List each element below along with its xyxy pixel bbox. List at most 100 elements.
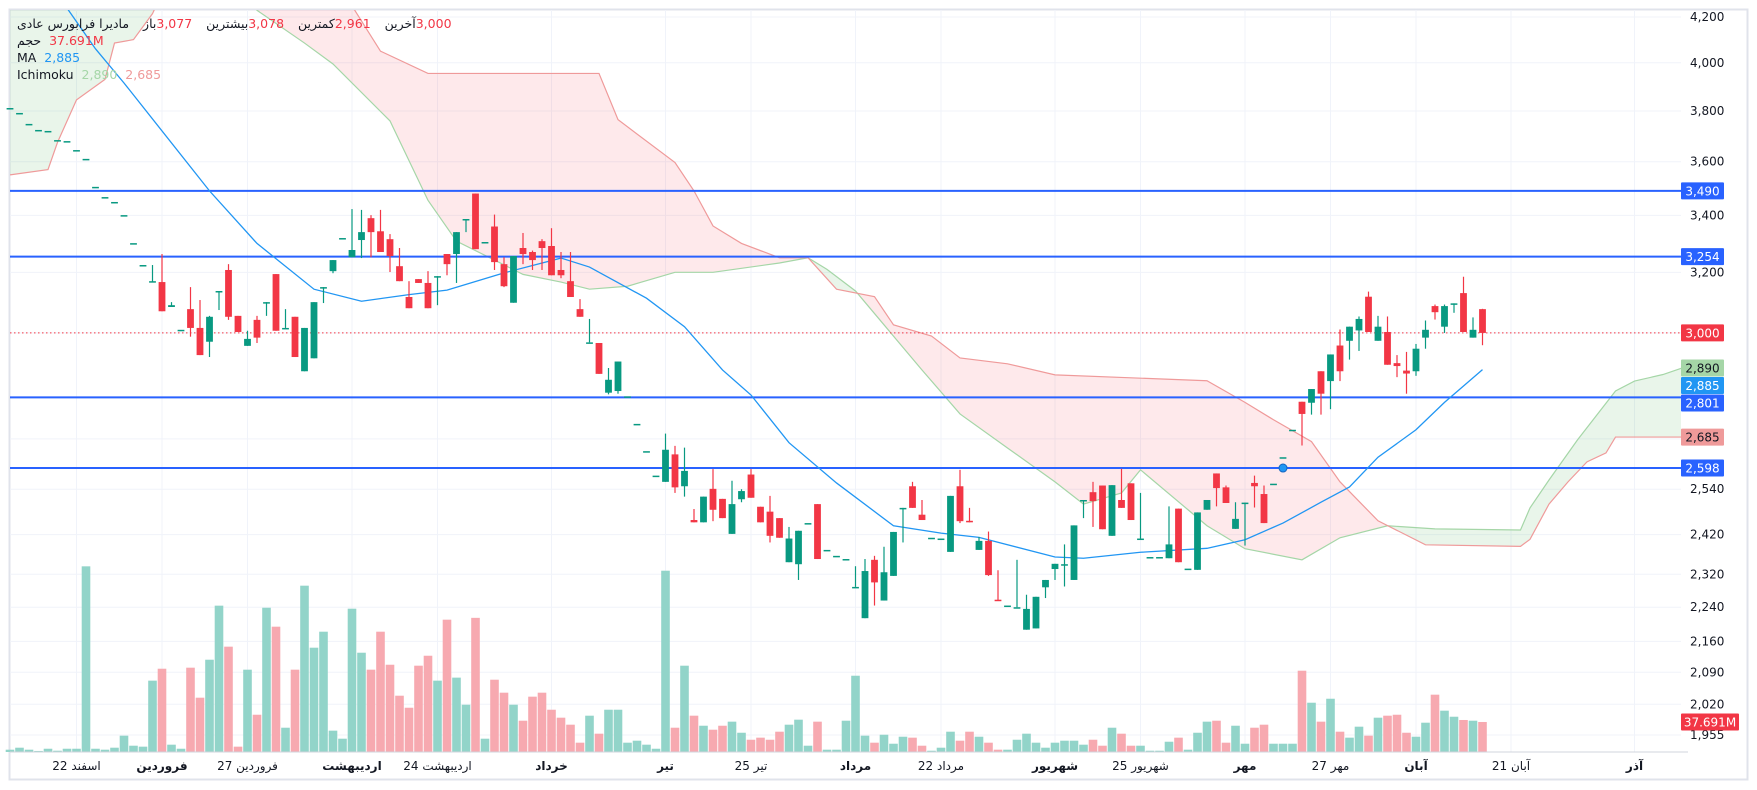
ichimoku-cloud [10,10,1681,561]
open-label: باز [143,16,157,31]
candle-body [1260,494,1268,524]
volume-bar [860,735,870,752]
candle-body [985,540,992,576]
candle [1023,594,1030,630]
cloud-segment [1615,386,1625,438]
price-tag-text: 2,685 [1685,431,1719,445]
cloud-segment [684,176,694,273]
legend-ohlc-row[interactable]: مادیرا فرابورس عادی باز3,077 بیشترین3,07… [17,15,452,32]
ichimoku-span-a-line [255,10,1681,561]
candle-body [918,514,926,521]
candle [54,140,61,142]
volume-bar [262,607,271,752]
candle-body [1460,293,1467,332]
volume-bar [1079,744,1088,752]
ma-label: MA [17,50,37,65]
volume-bar [1060,740,1069,752]
cloud-segment [732,237,742,270]
volume-bar [376,631,385,752]
candle [187,287,194,337]
hline-price-tag: 2,598 [1681,459,1724,477]
candle [1156,557,1163,559]
cloud-segment [1064,375,1074,497]
time-axis[interactable]: 22 اسفند فروردین 27 فروردین اردیبهشت 24 اردی… [52,758,1644,774]
volume-bar [528,696,537,752]
volume-bar [1145,750,1155,752]
volume-bar [680,665,689,752]
cloud-segment [1178,379,1188,510]
cloud-segment [266,10,276,24]
candle [139,265,147,267]
cloud-segment [86,10,96,94]
cloud-segment [1254,408,1264,553]
time-axis-label: فروردین [136,759,187,774]
symbol-title[interactable]: مادیرا فرابورس عادی [17,16,130,31]
candle [1099,485,1106,530]
volume-bar [385,664,395,752]
candle [1479,308,1486,346]
high-value: 3,078 [248,16,285,31]
alert-marker-dot[interactable] [1278,463,1288,473]
legend-ma-row[interactable]: MA 2,885 [17,49,452,66]
candle-body [1450,303,1458,305]
candle [472,193,479,250]
cloud-segment [342,10,352,83]
volume-bar [442,619,452,752]
volume-bar [841,720,851,752]
candle [852,566,859,589]
cloud-segment [428,73,438,214]
candle-body [1070,525,1078,580]
legend-ichimoku-row[interactable]: Ichimoku 2,890 2,685 [17,66,452,83]
price-tag-background [1681,377,1724,395]
candle-body [367,218,375,233]
candle-body [519,247,527,255]
candle [453,232,460,283]
price-axis[interactable]: 4,200 4,000 3,800 3,600 3,400 3,200 2,540 2,420… [1690,10,1724,742]
candle-body [92,186,99,189]
candle [605,368,612,395]
candle [234,315,242,332]
candle [899,507,907,543]
candle-body [1251,482,1258,487]
cloud-segment [133,10,143,40]
horizontal-lines[interactable] [10,189,1681,470]
time-axis-label: خرداد [535,759,568,773]
price-tick-label: 2,540 [1690,482,1724,496]
candle [25,123,33,126]
candle-body [1127,483,1135,521]
candle [1061,544,1068,587]
candle [1175,508,1182,563]
candle-body [1327,354,1334,382]
candle-body [1175,508,1182,563]
candle-body [852,586,859,589]
cloud-segment [1349,491,1359,536]
cloud-segment [29,10,39,173]
price-tag-background [1681,182,1724,200]
candle-body [814,504,821,560]
volume-bar [965,731,974,752]
cloud-segment [1169,379,1179,502]
cloud-segment [1283,425,1293,558]
cloud-segment [1045,372,1055,482]
candle [434,276,441,306]
time-axis-label: اردیبهشت [322,759,381,773]
volume-bar [642,744,651,752]
candle-body [149,281,156,283]
cloud-segment [1112,377,1122,496]
cloud-segment [637,133,647,284]
candle-body [1232,518,1239,529]
volume-bar [1098,745,1107,752]
candle [1384,316,1391,365]
candle-body [481,242,489,244]
cloud-segment [884,310,894,336]
volume-bar [338,738,347,752]
cloud-segment [1454,529,1464,546]
candle-body [823,549,831,552]
ichimoku-span-b-line [10,10,1681,547]
volume-bar [927,750,936,752]
legend-volume-row[interactable]: حجم 37.691M [17,32,452,49]
volume-bar [1012,739,1022,752]
volume-bar [1478,721,1487,752]
cloud-segment [665,155,675,276]
